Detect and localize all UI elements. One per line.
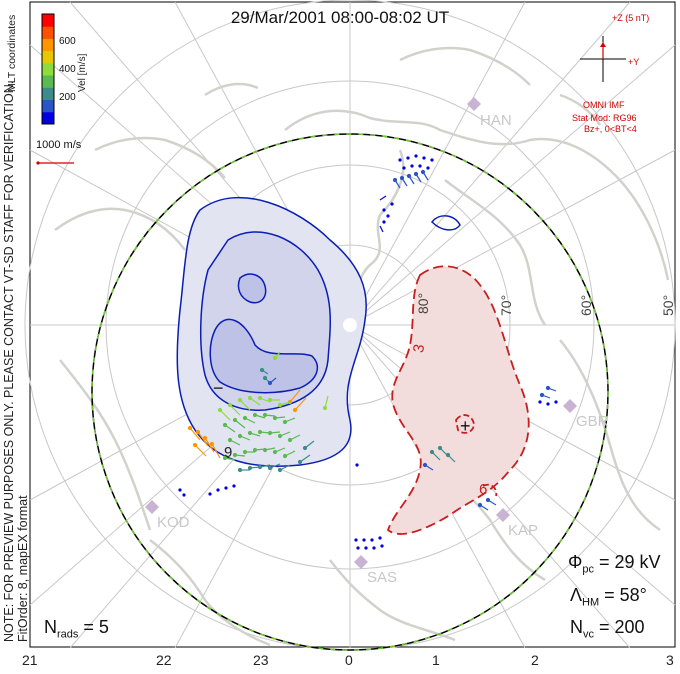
preview-note-line1: NOTE: FOR PREVIEW PURPOSES ONLY. PLEASE …	[2, 80, 16, 642]
colorbar-swatch	[42, 26, 54, 39]
mlt-label-21: 21	[22, 652, 38, 668]
heppner-maynard-boundary-dash	[91, 133, 609, 651]
mlt-label-1: 1	[432, 652, 440, 668]
colorbar-label: Vel [m/s]	[77, 53, 88, 92]
colorbar-swatch	[42, 87, 54, 101]
mlt-label-3: 3	[666, 652, 674, 668]
phi-value: = 29 kV	[594, 552, 661, 572]
scale-vector-label: 1000 m/s	[36, 139, 82, 151]
negative-potential-cell	[176, 196, 461, 467]
stat-model-label: Stat Mod: RG96	[572, 113, 637, 123]
vector-count: Nvc = 200	[570, 617, 645, 641]
colorbar-frame	[41, 13, 55, 125]
polar-cap-potential: Φpc = 29 kV	[568, 552, 661, 576]
colorbar-swatch	[42, 14, 54, 27]
pole-marker	[343, 318, 357, 332]
nrads-value: = 5	[78, 617, 109, 637]
scale-vector-origin	[36, 161, 40, 165]
colorbar-swatch	[42, 111, 54, 125]
colorbar-tick-200: 200	[59, 92, 76, 103]
station-markers	[145, 97, 577, 569]
latitude-label-50: 50°	[660, 294, 676, 316]
imf-z-label: +Z (5 nT)	[612, 13, 650, 23]
imf-y-label: +Y	[628, 57, 640, 67]
radar-count: Nrads = 5	[44, 617, 109, 641]
mlt-label-22: 22	[156, 652, 172, 668]
colorbar-swatch	[42, 62, 54, 76]
latitude-label-70: 70°	[498, 294, 514, 316]
nrads-subscript: rads	[57, 628, 79, 641]
velocity-colorbar	[42, 14, 54, 125]
coordinate-label: MLT coordinates	[6, 14, 18, 92]
preview-note: NOTE: FOR PREVIEW PURPOSES ONLY. PLEASE …	[2, 81, 30, 642]
station-kod: KOD	[157, 514, 190, 531]
nvc-subscript: vc	[583, 628, 594, 641]
phi-subscript: pc	[582, 563, 594, 576]
latitude-label-80: 80°	[415, 292, 431, 314]
station-gbr: GBR	[576, 413, 609, 430]
mlt-label-2: 2	[531, 652, 539, 668]
lambda-symbol: Λ	[570, 585, 583, 605]
contour-label-minus: −	[213, 378, 224, 398]
nvc-symbol: N	[570, 617, 583, 637]
station-kap: KAP	[508, 522, 539, 539]
mlt-label-23: 23	[253, 652, 269, 668]
fit-order-line: FitOrder: 8, mapEX format	[16, 495, 30, 642]
nvc-value: = 200	[594, 617, 645, 637]
lambda-value: = 58°	[599, 585, 647, 605]
colorbar-swatch	[42, 50, 54, 64]
mlt-label-0: 0	[345, 652, 353, 668]
colorbar-swatch	[42, 99, 54, 113]
imf-conditions-label: Bz+, 0<BT<4	[584, 124, 637, 134]
plot-title: 29/Mar/2001 08:00-08:02 UT	[230, 8, 450, 27]
latitude-label-60: 60°	[578, 294, 594, 316]
nrads-symbol: N	[44, 617, 57, 637]
colorbar-swatch	[42, 75, 54, 88]
imf-source-label: OMNI IMF	[583, 100, 625, 110]
contour-label-6: 6	[479, 481, 488, 498]
colorbar-swatch	[42, 38, 54, 52]
colorbar-tick-600: 600	[59, 36, 76, 47]
station-sas: SAS	[367, 569, 398, 586]
lambda-subscript: HM	[582, 596, 600, 609]
hm-boundary-latitude: ΛHM = 58°	[570, 585, 647, 609]
colorbar-tick-400: 400	[59, 64, 76, 75]
contour-label-9: 9	[224, 444, 233, 461]
positive-potential-cell	[386, 265, 530, 535]
velocity-vectors	[178, 154, 558, 550]
contour-label-plus: +	[460, 416, 471, 436]
station-han: HAN	[480, 112, 512, 129]
imf-vector-head	[600, 42, 606, 47]
phi-symbol: Φ	[568, 552, 583, 572]
